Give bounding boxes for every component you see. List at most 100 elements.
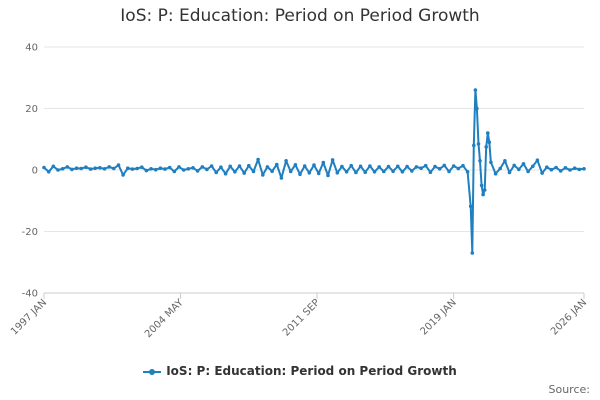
data-point: [498, 166, 503, 171]
data-point: [102, 167, 107, 171]
data-point: [582, 167, 586, 171]
data-point: [489, 160, 493, 165]
data-point: [70, 167, 74, 172]
data-point: [326, 173, 330, 178]
data-point: [135, 166, 139, 171]
data-point: [472, 143, 476, 148]
y-tick-label: 20: [25, 104, 38, 115]
data-point: [237, 164, 242, 168]
data-point: [535, 158, 540, 162]
data-point: [377, 165, 382, 169]
legend[interactable]: IoS: P: Education: Period on Period Grow…: [0, 364, 600, 378]
data-point: [442, 163, 447, 168]
data-point: [540, 171, 544, 175]
data-point: [410, 169, 414, 173]
data-point: [153, 167, 158, 172]
data-point: [479, 183, 484, 188]
data-point: [60, 167, 65, 171]
data-point: [275, 162, 279, 167]
data-point: [228, 164, 232, 169]
data-point: [476, 142, 481, 146]
data-point: [312, 163, 316, 167]
data-point: [340, 164, 344, 169]
data-point: [517, 167, 521, 172]
legend-label: IoS: P: Education: Period on Period Grow…: [166, 364, 457, 378]
data-point: [470, 251, 475, 255]
data-point: [344, 170, 349, 174]
data-point: [473, 88, 478, 92]
data-point: [140, 165, 144, 169]
data-point: [433, 164, 437, 169]
data-point: [526, 169, 530, 174]
data-point: [46, 170, 51, 174]
data-point: [233, 170, 237, 174]
data-point: [242, 171, 246, 175]
data-point: [396, 164, 400, 169]
data-point: [261, 173, 265, 177]
data-point: [572, 166, 577, 170]
data-point: [121, 173, 125, 177]
data-point: [195, 169, 200, 173]
data-point: [51, 164, 56, 169]
data-point: [316, 171, 321, 176]
data-point: [568, 168, 572, 172]
data-point: [521, 162, 526, 166]
data-point: [223, 171, 228, 176]
series-layer: [43, 89, 585, 254]
data-point: [386, 164, 391, 169]
legend-line-marker-icon: [143, 366, 162, 378]
data-point: [447, 169, 451, 174]
data-point: [209, 164, 214, 168]
series-line: [43, 89, 585, 254]
data-point: [554, 165, 558, 170]
data-point: [163, 167, 167, 171]
data-point: [368, 164, 372, 168]
data-point: [293, 163, 298, 167]
data-point: [354, 170, 358, 175]
data-point: [484, 145, 489, 149]
data-point: [563, 166, 568, 170]
data-point: [507, 170, 512, 175]
data-point: [251, 169, 256, 174]
data-point: [363, 170, 368, 174]
data-point: [181, 168, 186, 172]
data-point: [558, 169, 563, 173]
data-point: [482, 188, 487, 192]
data-point: [74, 166, 79, 170]
data-point: [577, 167, 582, 172]
x-tick-label: 2011 SEP: [281, 297, 322, 338]
data-point: [177, 165, 181, 169]
points-layer: [42, 88, 586, 255]
data-point: [98, 166, 102, 170]
data-point: [130, 167, 135, 171]
data-point: [93, 166, 97, 170]
data-point: [144, 168, 149, 173]
data-point: [391, 169, 395, 173]
x-tick-label: 1997 JAN: [9, 297, 49, 337]
data-point: [321, 160, 326, 165]
source-label: Source:: [548, 383, 591, 396]
y-tick-label: 40: [25, 43, 38, 54]
data-point: [549, 167, 554, 172]
data-point: [451, 164, 456, 168]
data-point: [330, 158, 335, 162]
data-point: [468, 204, 473, 209]
data-point: [400, 170, 405, 174]
data-point: [298, 172, 302, 177]
data-point: [307, 171, 312, 175]
grid-lines: [44, 46, 584, 294]
data-point: [172, 169, 177, 174]
x-tick-label: 2004 MAY: [143, 297, 186, 340]
data-point: [288, 169, 293, 174]
data-point: [79, 166, 83, 171]
y-tick-label: -40: [22, 289, 38, 300]
data-point: [531, 164, 535, 169]
data-point: [475, 106, 479, 111]
data-point: [302, 164, 307, 168]
data-point: [247, 163, 251, 168]
data-point: [428, 170, 433, 174]
data-point: [219, 165, 223, 169]
data-point: [465, 170, 470, 174]
